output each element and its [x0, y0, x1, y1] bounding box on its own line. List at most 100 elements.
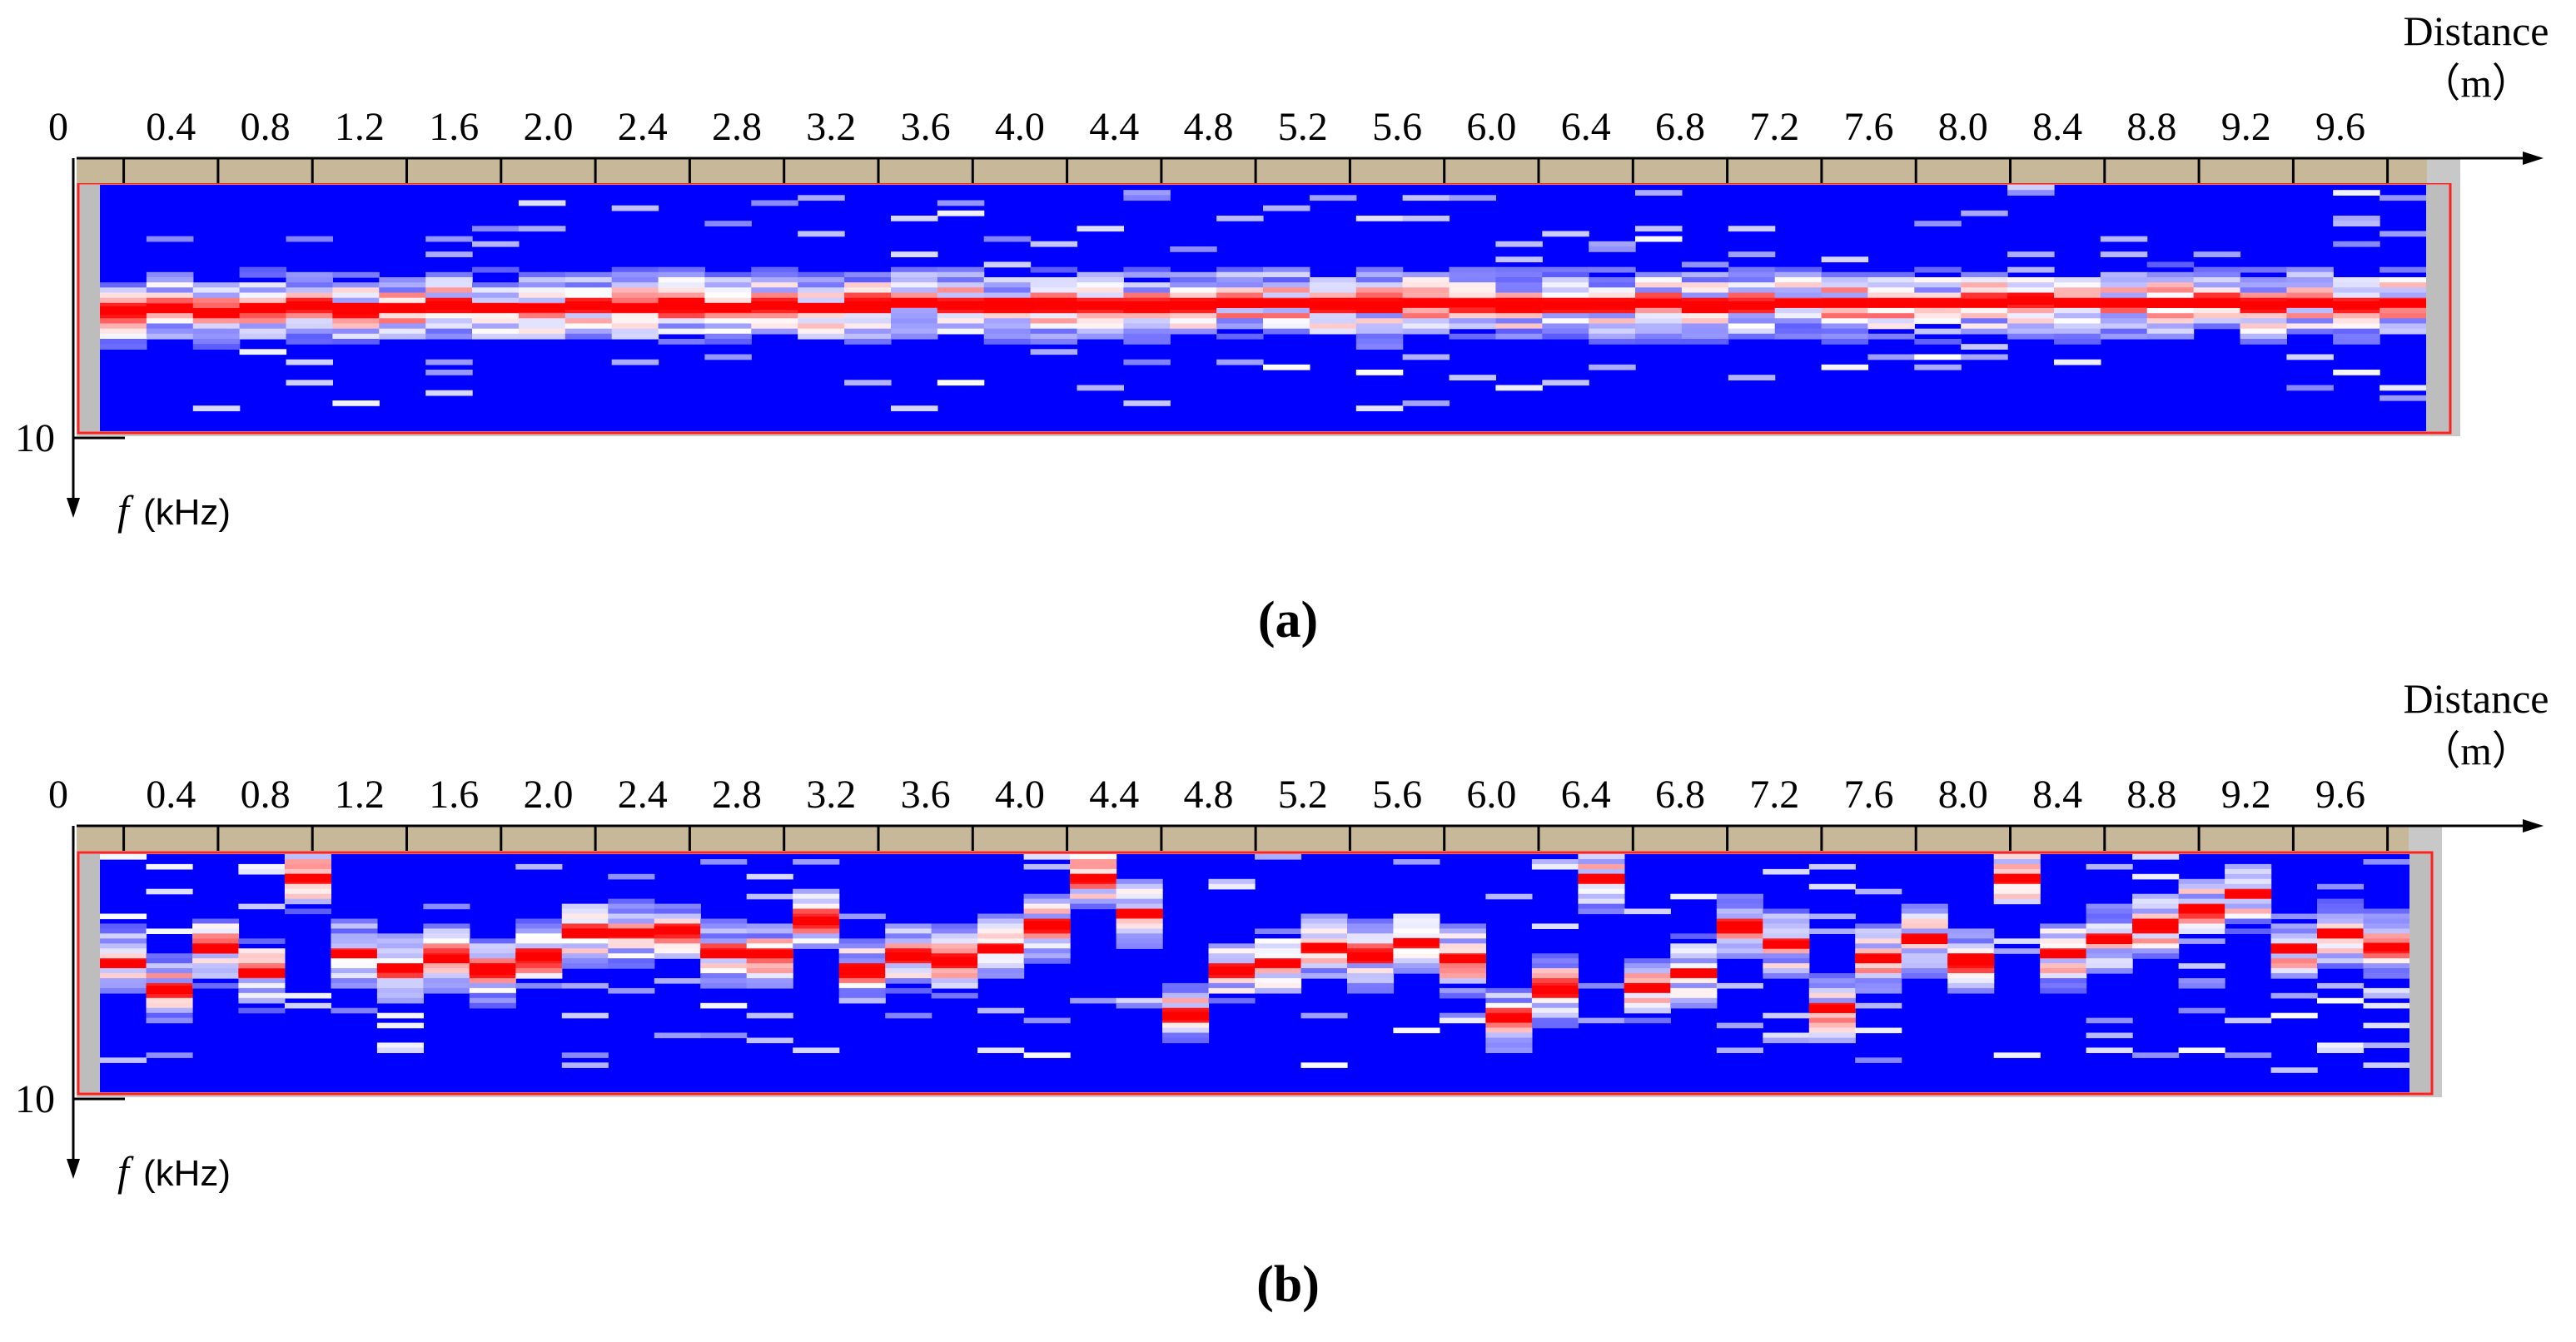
- heatmap-cell: [1670, 948, 1718, 954]
- x-tick-label: 5.2: [1278, 773, 1328, 817]
- dominant-band: [469, 967, 516, 976]
- heatmap-cell: [746, 933, 793, 939]
- heatmap-cell: [564, 333, 613, 340]
- heatmap-cell: [518, 226, 566, 232]
- heatmap-cell: [608, 913, 655, 920]
- heatmap-cell: [2193, 251, 2241, 257]
- heatmap-cell: [1763, 958, 1810, 964]
- heatmap-cell: [1170, 318, 1217, 325]
- heatmap-cell: [1355, 292, 1404, 299]
- heatmap-cell: [751, 287, 798, 294]
- heatmap-cell: [469, 997, 516, 1004]
- heatmap-cell: [2007, 185, 2055, 191]
- dominant-band: [1485, 1014, 1533, 1023]
- heatmap-cell: [700, 978, 748, 984]
- heatmap-cell: [2086, 908, 2133, 915]
- heatmap-cell: [1485, 1022, 1533, 1029]
- heatmap-cell: [1635, 333, 1683, 340]
- heatmap-cell: [1728, 323, 1776, 330]
- heatmap-cell: [1393, 963, 1440, 969]
- heatmap-cell: [2225, 1017, 2272, 1024]
- heatmap-cell: [2380, 266, 2427, 273]
- heatmap-cell: [1439, 963, 1486, 969]
- heatmap-cell: [425, 313, 473, 319]
- heatmap-cell: [1393, 933, 1440, 939]
- heatmap-cell: [2178, 928, 2225, 934]
- heatmap-cell: [331, 968, 378, 974]
- heatmap-cell: [1542, 318, 1589, 325]
- heatmap-cell: [1624, 963, 1671, 969]
- dominant-band: [100, 959, 147, 968]
- heatmap-cell: [2132, 938, 2180, 944]
- dominant-band: [654, 926, 701, 935]
- heatmap-cell: [1123, 282, 1171, 288]
- heatmap-cell: [1947, 938, 1995, 944]
- heatmap-cell: [2146, 287, 2195, 294]
- heatmap-cell: [100, 978, 147, 984]
- heatmap-cell: [2333, 282, 2380, 288]
- heatmap-cell: [1914, 364, 1962, 370]
- heatmap-cell: [1393, 923, 1440, 929]
- heatmap-cell: [1531, 997, 1579, 1004]
- heatmap-cell: [1670, 987, 1718, 994]
- heatmap-cell: [2363, 913, 2410, 920]
- heatmap-cell: [376, 987, 424, 994]
- heatmap-cell: [286, 292, 333, 299]
- heatmap-cell: [2363, 973, 2410, 979]
- heatmap-cell: [1821, 333, 1869, 340]
- ruler-strip: [77, 158, 2427, 183]
- x-tick-label: 5.6: [1372, 105, 1422, 149]
- heatmap-cell: [658, 271, 706, 278]
- heatmap-cell: [611, 287, 659, 294]
- heatmap-cell: [746, 893, 793, 900]
- heatmap-cell: [2178, 918, 2225, 925]
- heatmap-cell: [1495, 282, 1543, 288]
- heatmap-cell: [1355, 344, 1404, 350]
- heatmap-cell: [1309, 328, 1357, 335]
- heatmap-cell: [983, 297, 1032, 304]
- heatmap-cell: [2178, 982, 2225, 989]
- heatmap-cell: [146, 277, 194, 283]
- heatmap-cell: [472, 266, 520, 273]
- heatmap-cell: [1495, 297, 1543, 304]
- dominant-band: [379, 304, 426, 312]
- heatmap-cell: [1542, 308, 1589, 314]
- heatmap-cell: [1485, 997, 1533, 1004]
- x-tick-label: 3.2: [806, 105, 856, 149]
- heatmap-cell: [2270, 1012, 2318, 1019]
- heatmap-cell: [2225, 868, 2272, 875]
- heatmap-cell: [746, 982, 793, 989]
- heatmap-cell: [1774, 277, 1823, 283]
- heatmap-cell: [2286, 308, 2334, 314]
- heatmap-cell: [1716, 908, 1763, 915]
- dominant-band: [751, 301, 798, 310]
- heatmap-cell: [2286, 313, 2334, 319]
- heatmap-cell: [192, 968, 240, 974]
- heatmap-cell: [658, 266, 706, 273]
- heatmap-cell: [239, 266, 287, 273]
- heatmap-cell: [1947, 987, 1995, 994]
- heatmap-cell: [1808, 997, 1856, 1004]
- heatmap-cell: [1449, 271, 1496, 278]
- heatmap-cell: [2054, 292, 2101, 299]
- heatmap-cell: [515, 973, 563, 979]
- heatmap-cell: [1578, 893, 1625, 900]
- heatmap-cell: [2146, 308, 2195, 314]
- heatmap-cell: [2240, 308, 2287, 314]
- heatmap-cell: [1485, 1002, 1533, 1009]
- heatmap-cell: [1808, 1022, 1856, 1029]
- heatmap-cell: [1993, 859, 2041, 865]
- heatmap-cell: [937, 380, 985, 386]
- heatmap-cell: [1531, 973, 1579, 979]
- heatmap-cell: [286, 297, 333, 304]
- heatmap-cell: [891, 328, 938, 335]
- heatmap-cell: [1449, 323, 1496, 330]
- heatmap-cell: [100, 928, 147, 934]
- heatmap-cell: [423, 978, 470, 984]
- heatmap-cell: [891, 318, 938, 325]
- heatmap-cell: [700, 933, 748, 939]
- heatmap-cell: [1216, 216, 1264, 221]
- heatmap-cell: [1439, 933, 1486, 939]
- heatmap-cell: [1635, 287, 1683, 294]
- heatmap-cell: [469, 973, 516, 979]
